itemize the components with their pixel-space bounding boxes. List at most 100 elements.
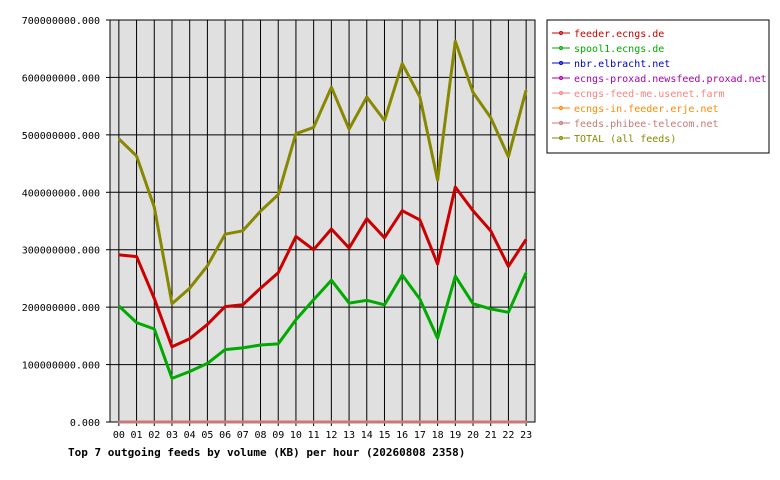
series-lines [117,39,528,424]
data-point [188,421,191,423]
x-axis: 00 01 02 03 04 05 06 07 08 09 10 11 12 13 14 15 16 17 18 19… [113,422,532,441]
data-point [365,421,368,423]
x-tick-label: 12 [325,430,337,441]
data-point [206,421,209,423]
data-point [295,235,297,238]
data-point [277,193,280,196]
data-point [454,40,457,43]
data-point [401,274,403,276]
data-point [206,362,209,365]
data-point [224,233,226,236]
data-point [507,265,510,268]
data-point [312,298,315,301]
data-point [224,421,226,423]
legend-label: nbr.elbracht.net [574,59,670,70]
x-tick-label: 21 [485,430,497,441]
data-point [525,271,527,274]
legend-marker [559,121,563,125]
data-point [224,305,226,308]
legend: feeder.ecngs.de spool1.ecngs.de nbr.elbrac… [546,19,770,154]
data-point [242,347,244,349]
x-tick-label: 07 [237,430,249,441]
x-tick-label: 09 [272,430,284,441]
x-tick-label: 05 [201,430,213,441]
data-point [259,287,262,289]
x-tick-label: 23 [520,430,532,441]
data-point [454,275,457,277]
x-tick-label: 11 [308,430,320,441]
data-point [206,323,209,326]
data-point [135,155,138,157]
data-point [330,228,333,230]
y-tick-label: 200000000.000 [22,303,100,314]
x-tick-label: 14 [361,430,373,441]
data-point [295,318,297,321]
legend-label: ecngs-feed-me.usenet.farm [574,89,725,100]
x-tick-label: 00 [113,430,125,441]
data-point [330,279,333,281]
data-point [295,421,297,423]
plot-background [109,19,536,423]
legend-label: feeds.phibee-telecom.net [574,119,719,130]
data-point [206,264,209,267]
x-tick-label: 20 [467,430,479,441]
grid-lines [110,19,535,423]
y-tick-label: 0.000 [70,418,100,429]
data-point [401,209,403,212]
data-point [383,236,386,239]
data-point [436,421,439,423]
legend-marker [559,106,563,110]
data-point [454,186,457,188]
data-point [348,128,350,130]
data-point [365,299,368,302]
x-tick-label: 04 [184,430,196,441]
legend-label: ecngs-in.feeder.erje.net [574,104,719,115]
data-point [365,217,368,220]
data-point [224,348,226,351]
y-tick-label: 300000000.000 [22,246,100,257]
data-point [489,421,492,423]
data-point [188,370,191,373]
data-point [277,421,280,423]
data-point [153,206,156,209]
data-point [135,255,138,258]
legend-box [546,19,770,154]
y-tick-label: 100000000.000 [22,361,100,372]
data-point [259,210,262,213]
data-point [401,62,403,65]
data-point [242,229,244,232]
data-point [401,421,403,423]
x-tick-label: 18 [432,430,444,441]
data-point [489,308,492,310]
x-tick-label: 08 [254,430,266,441]
legend-label: spool1.ecngs.de [574,44,664,55]
series-line [118,185,528,349]
y-tick-label: 600000000.000 [22,73,100,84]
x-tick-label: 19 [449,430,461,441]
y-tick-label: 700000000.000 [22,16,100,27]
legend-label: TOTAL (all feeds) [574,134,676,145]
x-tick-label: 16 [396,430,408,441]
data-point [525,421,527,423]
data-point [153,328,156,330]
data-point [242,304,244,306]
data-point [436,263,439,265]
data-point [171,421,173,423]
legend-marker [559,31,563,35]
data-point [472,209,474,212]
x-tick-label: 06 [219,430,231,441]
data-point [419,421,421,423]
data-point [489,229,492,232]
y-tick-label: 500000000.000 [22,131,100,142]
data-point [507,421,510,423]
x-tick-label: 01 [131,430,143,441]
legend-label: ecngs-proxad.newsfeed.proxad.net [574,74,767,85]
data-point [436,337,439,339]
x-tick-label: 03 [166,430,178,441]
data-point [472,302,474,305]
data-point [365,96,368,98]
data-point [188,287,191,289]
data-point [135,321,138,324]
series-line [117,39,528,306]
data-point [383,421,386,423]
